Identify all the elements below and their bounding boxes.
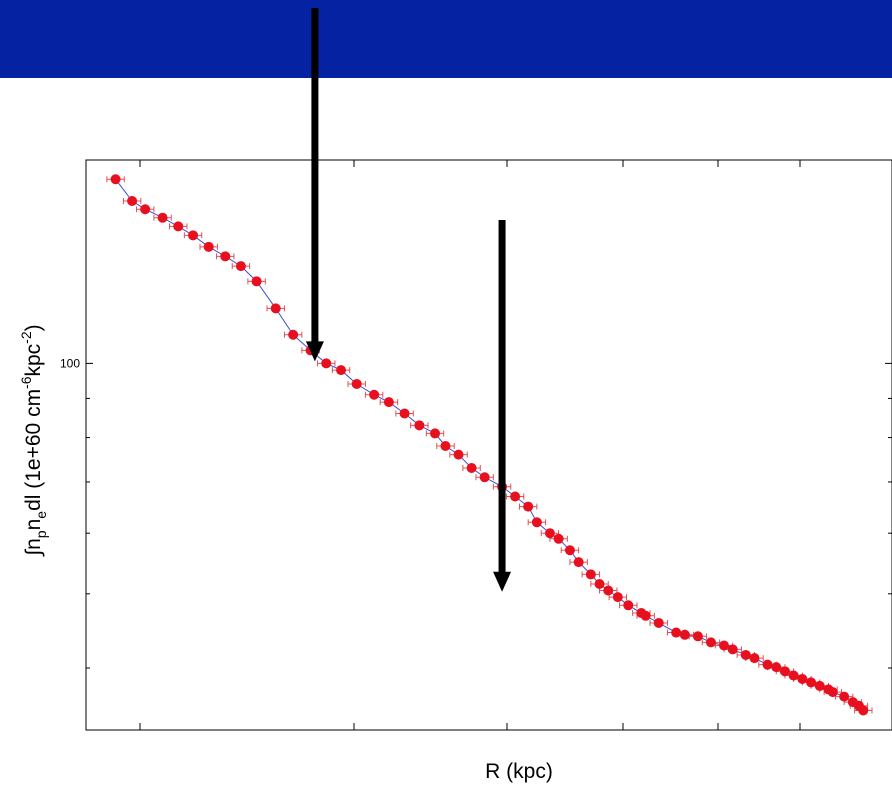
data-point [564,545,575,556]
y-axis-label-part: ) [22,324,45,331]
title-banner [0,0,892,78]
data-point [779,666,790,677]
data-point [827,687,838,698]
data-point [653,617,664,628]
annotation-arrows [305,8,512,592]
y-axis-label: ∫npnedl (1e+60 cm-6kpc-2) [18,324,49,556]
arrow-head [493,571,512,592]
data-point [336,365,347,376]
axis-ticks [86,160,892,730]
data-point [399,408,410,419]
plot-frame [85,159,892,731]
data-point [623,600,634,611]
data-point [479,472,490,483]
data-point [173,221,184,232]
data-point [814,680,825,691]
x-axis-label: R (kpc) [485,760,553,783]
data-point [603,585,614,596]
data-point [531,517,542,528]
data-point [573,557,584,568]
y-tick-label-100: 100 [60,356,80,370]
data-point [553,533,564,544]
data-point [797,673,808,684]
data-point [127,195,138,206]
data-point [440,440,451,451]
data-point [414,420,425,431]
data-point [430,428,441,439]
data-point [157,212,168,223]
y-axis-label-part: n [22,519,45,531]
data-point [220,251,231,262]
data-point [110,174,121,185]
data-point [383,397,394,408]
data-point [679,629,690,640]
data-point [719,640,730,651]
y-axis-label-sub: p [33,530,49,538]
y-axis-label-part: ∫n [22,538,45,556]
data-point [453,449,464,460]
data-point [251,276,262,287]
data-point [523,501,534,512]
data-point [612,592,623,603]
data-point [510,491,521,502]
data-point [740,649,751,660]
data-point [788,670,799,681]
data-point [466,463,477,474]
data-point [727,644,738,655]
data-point [692,631,703,642]
y-axis-label-part: dl (1e+60 cm [22,389,45,511]
plot-area: 100 [60,159,892,731]
data-point [140,204,151,215]
y-axis-label-sup: -6 [18,376,34,389]
data-point [369,389,380,400]
data-point [235,261,246,272]
data-point [594,578,605,589]
data-point [321,358,332,369]
data-point [270,303,281,314]
data-point [544,528,555,539]
data-point [288,329,299,340]
data-point [640,610,651,621]
data-point [762,659,773,670]
data-point [839,691,850,702]
data-point [858,705,869,716]
data-point [771,662,782,673]
data-point [705,637,716,648]
data-points [110,174,869,716]
data-point [585,569,596,580]
data-point [671,627,682,638]
y-axis-label-sub: e [33,511,49,519]
data-point [351,378,362,389]
data-point [203,241,214,252]
data-point [806,677,817,688]
arrow-head [305,341,324,362]
data-point [749,653,760,664]
data-point [188,230,199,241]
y-axis-label-sup: -2 [18,331,34,344]
y-axis-label-part: kpc [22,344,45,377]
